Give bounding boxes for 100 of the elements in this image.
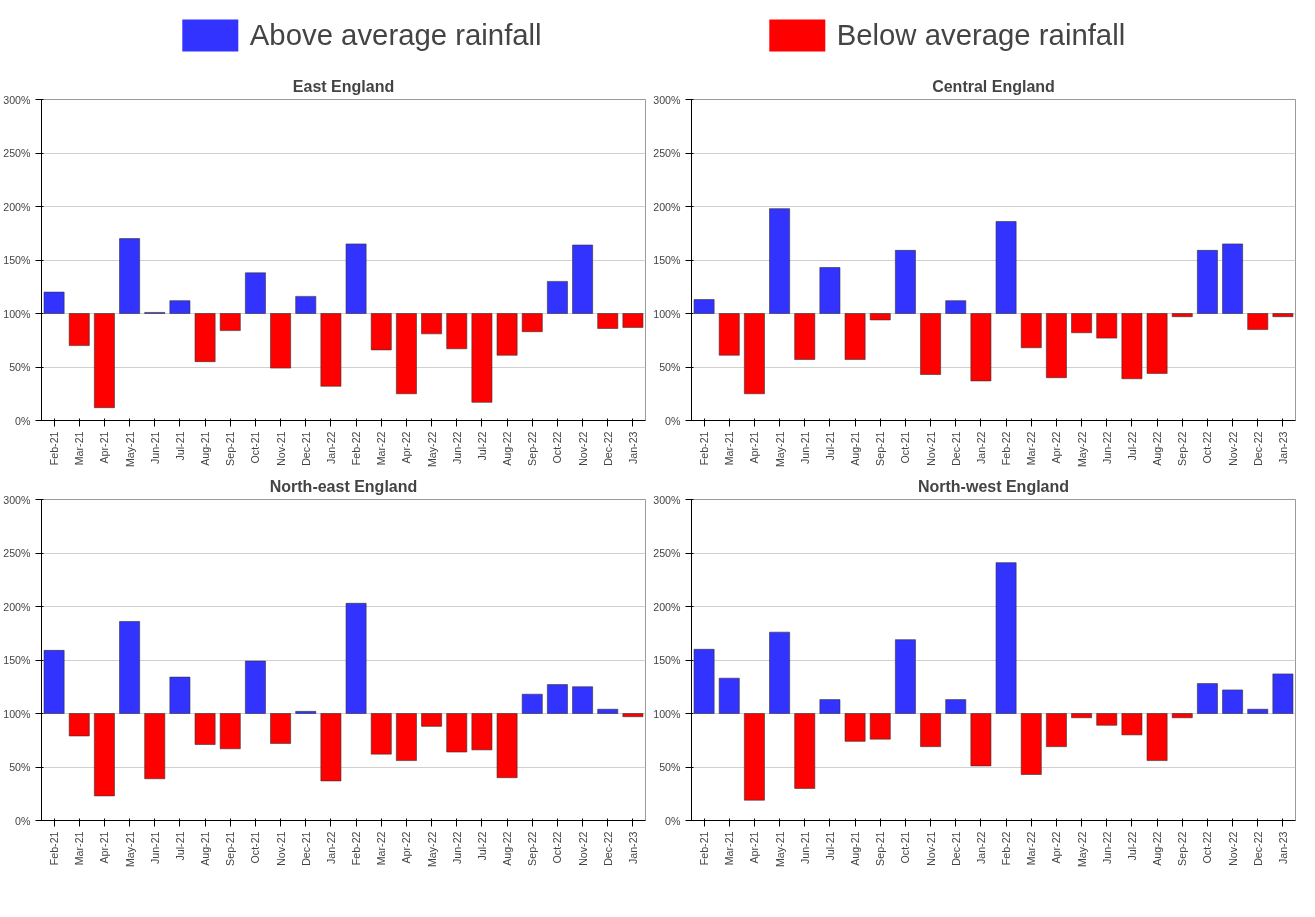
- y-tick-label: 50%: [659, 361, 682, 373]
- x-tick-label: Sep-21: [874, 831, 887, 866]
- x-tick-label: Jan-23: [626, 831, 639, 865]
- x-tick-label: Dec-22: [1251, 831, 1264, 866]
- y-tick-label: 250%: [3, 547, 32, 559]
- x-tick-label: Jan-22: [324, 431, 337, 465]
- x-tick-label: Jun-21: [798, 431, 811, 465]
- x-tick-label: May-22: [425, 431, 438, 468]
- x-tick-label: Oct-21: [249, 431, 262, 464]
- y-tick-label: 150%: [3, 254, 32, 266]
- chart-title: Central England: [932, 77, 1055, 95]
- x-tick-label: Nov-22: [576, 431, 589, 466]
- chart-title: North-east England: [269, 477, 418, 495]
- x-tick-label: Feb-21: [48, 431, 61, 466]
- x-tick-label: Dec-22: [1251, 431, 1264, 466]
- y-tick-label: 250%: [653, 147, 682, 159]
- x-tick-label: Sep-22: [526, 431, 539, 466]
- x-tick-label: Mar-22: [375, 831, 388, 866]
- x-tick-label: Dec-21: [299, 431, 312, 466]
- x-tick-label: Nov-21: [924, 431, 937, 466]
- y-tick-label: 200%: [653, 600, 682, 613]
- x-tick-label: Jul-21: [823, 831, 836, 861]
- x-tick-label: Apr-22: [1050, 431, 1063, 464]
- x-tick-label: Mar-21: [723, 431, 736, 466]
- y-tick-label: 50%: [9, 361, 32, 373]
- x-tick-label: Jan-23: [626, 431, 639, 465]
- y-tick-label: 100%: [653, 707, 682, 720]
- x-tick-label: Jun-22: [450, 831, 463, 865]
- y-tick-label: 150%: [3, 654, 32, 666]
- x-tick-label: Apr-21: [748, 431, 761, 464]
- x-tick-label: Mar-21: [73, 431, 86, 466]
- x-tick-label: May-21: [123, 431, 136, 468]
- x-tick-label: Nov-22: [1226, 831, 1239, 866]
- y-tick-label: 250%: [653, 547, 682, 559]
- x-tick-label: Dec-21: [949, 831, 962, 866]
- y-tick-label: 0%: [665, 414, 682, 427]
- x-tick-label: Dec-21: [299, 831, 312, 866]
- x-tick-label: Feb-21: [698, 431, 711, 466]
- x-tick-label: Dec-22: [601, 831, 614, 866]
- x-tick-label: Jul-22: [1125, 831, 1138, 861]
- x-tick-label: Mar-21: [73, 831, 86, 866]
- x-tick-label: Jun-22: [1100, 431, 1113, 465]
- x-tick-label: Oct-21: [899, 831, 912, 864]
- x-tick-label: Jul-22: [475, 431, 488, 461]
- x-tick-label: Feb-22: [350, 831, 363, 866]
- x-tick-label: Jul-21: [173, 431, 186, 461]
- y-tick-label: 200%: [653, 200, 682, 213]
- x-tick-label: Apr-22: [400, 431, 413, 464]
- x-tick-label: Jul-22: [475, 831, 488, 861]
- y-tick-label: 100%: [653, 307, 682, 320]
- chart-title: North-west England: [917, 477, 1070, 495]
- legend-label: Above average rainfall: [249, 18, 542, 52]
- x-tick-label: Jun-22: [450, 431, 463, 465]
- chart-title: East England: [292, 77, 395, 95]
- x-tick-label: Feb-22: [1000, 431, 1013, 466]
- x-tick-label: Apr-22: [400, 831, 413, 864]
- y-tick-label: 50%: [659, 761, 682, 773]
- legend-label: Below average rainfall: [836, 18, 1126, 52]
- x-tick-label: Jan-22: [324, 831, 337, 865]
- x-tick-label: Sep-22: [1176, 831, 1189, 866]
- y-tick-label: 300%: [653, 493, 682, 506]
- x-tick-label: Aug-22: [1151, 831, 1164, 866]
- x-tick-label: May-22: [1075, 831, 1088, 868]
- x-tick-label: May-21: [773, 831, 786, 868]
- x-tick-label: Aug-21: [849, 431, 862, 466]
- x-tick-label: Sep-22: [526, 831, 539, 866]
- x-tick-label: Sep-21: [224, 431, 237, 466]
- x-tick-label: Aug-22: [501, 431, 514, 466]
- x-tick-label: Jun-21: [798, 831, 811, 865]
- x-tick-label: Jul-22: [1125, 431, 1138, 461]
- x-tick-label: Aug-21: [199, 831, 212, 866]
- y-tick-label: 0%: [15, 414, 32, 427]
- y-tick-label: 200%: [3, 600, 32, 613]
- x-tick-label: May-22: [1075, 431, 1088, 468]
- x-tick-label: Aug-22: [1151, 431, 1164, 466]
- x-tick-label: Sep-22: [1176, 431, 1189, 466]
- x-tick-label: Nov-22: [1226, 431, 1239, 466]
- y-tick-label: 150%: [653, 254, 682, 266]
- x-tick-label: Feb-22: [350, 431, 363, 466]
- x-tick-label: May-21: [773, 431, 786, 468]
- y-tick-label: 150%: [653, 654, 682, 666]
- x-tick-label: Oct-22: [551, 831, 564, 864]
- x-tick-label: Jan-22: [974, 831, 987, 865]
- x-tick-label: Apr-21: [98, 831, 111, 864]
- y-tick-label: 300%: [3, 93, 32, 106]
- x-tick-label: Mar-22: [375, 431, 388, 466]
- x-tick-label: Jan-22: [974, 431, 987, 465]
- x-tick-label: Nov-21: [924, 831, 937, 866]
- x-tick-label: Jan-23: [1276, 831, 1289, 865]
- x-tick-label: Jul-21: [173, 831, 186, 861]
- y-tick-label: 200%: [3, 200, 32, 213]
- x-tick-label: Sep-21: [224, 831, 237, 866]
- x-tick-label: Apr-21: [748, 831, 761, 864]
- x-tick-label: Jun-22: [1100, 831, 1113, 865]
- y-tick-label: 300%: [3, 493, 32, 506]
- x-tick-label: Dec-21: [949, 431, 962, 466]
- x-tick-label: Nov-22: [576, 831, 589, 866]
- x-tick-label: Mar-22: [1025, 431, 1038, 466]
- x-tick-label: Oct-22: [1201, 431, 1214, 464]
- x-tick-label: Oct-21: [899, 431, 912, 464]
